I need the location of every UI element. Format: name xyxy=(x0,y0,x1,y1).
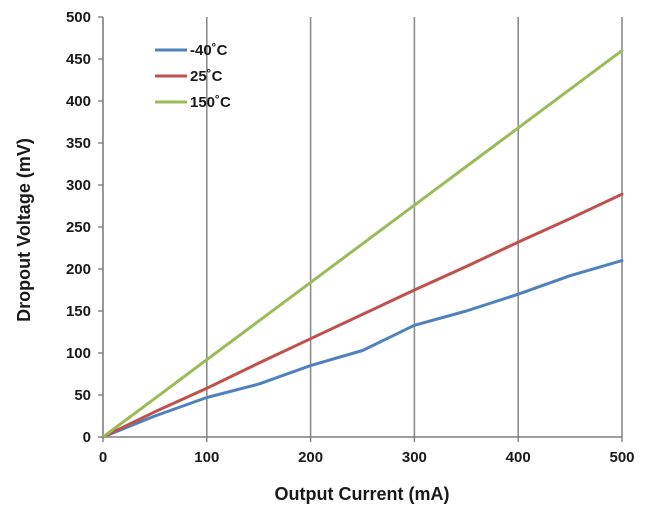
y-tick-label: 0 xyxy=(83,429,91,446)
axis-layer xyxy=(102,17,622,438)
x-tick-label: 100 xyxy=(194,449,219,466)
tick-layer: 0 50 100 150 200 250 300 350 400 450 500 0 100 200 300… xyxy=(66,9,635,466)
y-tick-label: 400 xyxy=(66,93,91,110)
y-tick-label: 300 xyxy=(66,177,91,194)
series-line xyxy=(101,259,624,439)
series-line xyxy=(101,49,624,439)
x-tick-label: 500 xyxy=(609,449,634,466)
legend: -40˚C 25˚C 150˚C xyxy=(155,42,231,111)
y-tick-label: 350 xyxy=(66,135,91,152)
series-line xyxy=(101,192,624,439)
legend-label: 25˚C xyxy=(190,68,223,85)
y-tick-label: 100 xyxy=(66,345,91,362)
y-tick-label: 250 xyxy=(66,219,91,236)
series-layer xyxy=(101,49,624,439)
x-tick-label: 300 xyxy=(402,449,427,466)
grid-layer xyxy=(206,17,623,437)
legend-label: 150˚C xyxy=(190,94,231,111)
y-tick-label: 200 xyxy=(66,261,91,278)
y-tick-label: 50 xyxy=(74,387,91,404)
y-tick-label: 500 xyxy=(66,9,91,26)
y-tick-label: 150 xyxy=(66,303,91,320)
legend-label: -40˚C xyxy=(190,42,228,59)
y-axis-title: Dropout Voltage (mV) xyxy=(14,138,34,322)
y-tick-label: 450 xyxy=(66,51,91,68)
x-tick-label: 0 xyxy=(99,449,107,466)
x-tick-label: 400 xyxy=(506,449,531,466)
x-axis-title: Output Current (mA) xyxy=(275,484,450,504)
x-tick-label: 200 xyxy=(298,449,323,466)
